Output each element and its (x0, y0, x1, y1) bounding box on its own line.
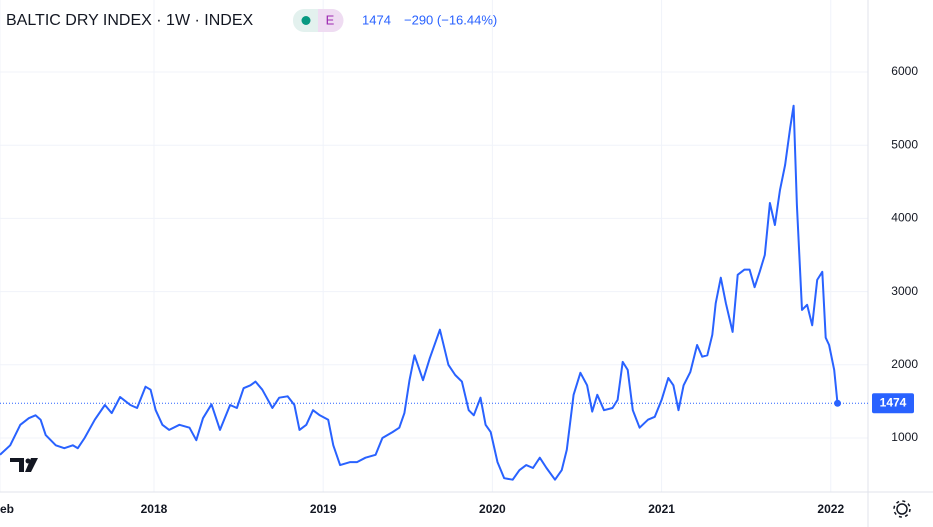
y-tick-label: 4000 (891, 211, 918, 225)
tv-logo (10, 458, 38, 472)
x-tick-label: 2020 (479, 502, 506, 516)
chart-title: BALTIC DRY INDEX · 1W · INDEX (6, 12, 253, 29)
grid (0, 0, 868, 492)
last-point (834, 399, 842, 407)
price-line (0, 104, 839, 481)
y-tick-label: 1000 (891, 430, 918, 444)
last-price-tag-label: 1474 (880, 395, 907, 409)
y-tick-label: 2000 (891, 357, 918, 371)
last-price-tag (872, 393, 914, 414)
badge-label: E (326, 12, 335, 27)
x-tick-label: 2021 (648, 502, 675, 516)
last-price: 1474 (362, 12, 391, 27)
plot (0, 104, 868, 481)
status-dot (301, 16, 311, 25)
x-tick-label: 2022 (817, 502, 844, 516)
y-tick-label: 3000 (891, 284, 918, 298)
x-tick-label: eb (0, 502, 14, 516)
y-tick-label: 5000 (891, 137, 918, 151)
axis: 1000 2000 3000 4000 5000 6000 eb 2018 2019 2020 20… (0, 64, 918, 516)
x-tick-label: 2018 (141, 502, 168, 516)
settings-icon[interactable] (893, 500, 911, 518)
y-tick-label: 6000 (891, 64, 918, 78)
badge-right (318, 9, 344, 32)
x-tick-label: 2019 (310, 502, 337, 516)
price-change: −290 (−16.44%) (404, 12, 497, 27)
